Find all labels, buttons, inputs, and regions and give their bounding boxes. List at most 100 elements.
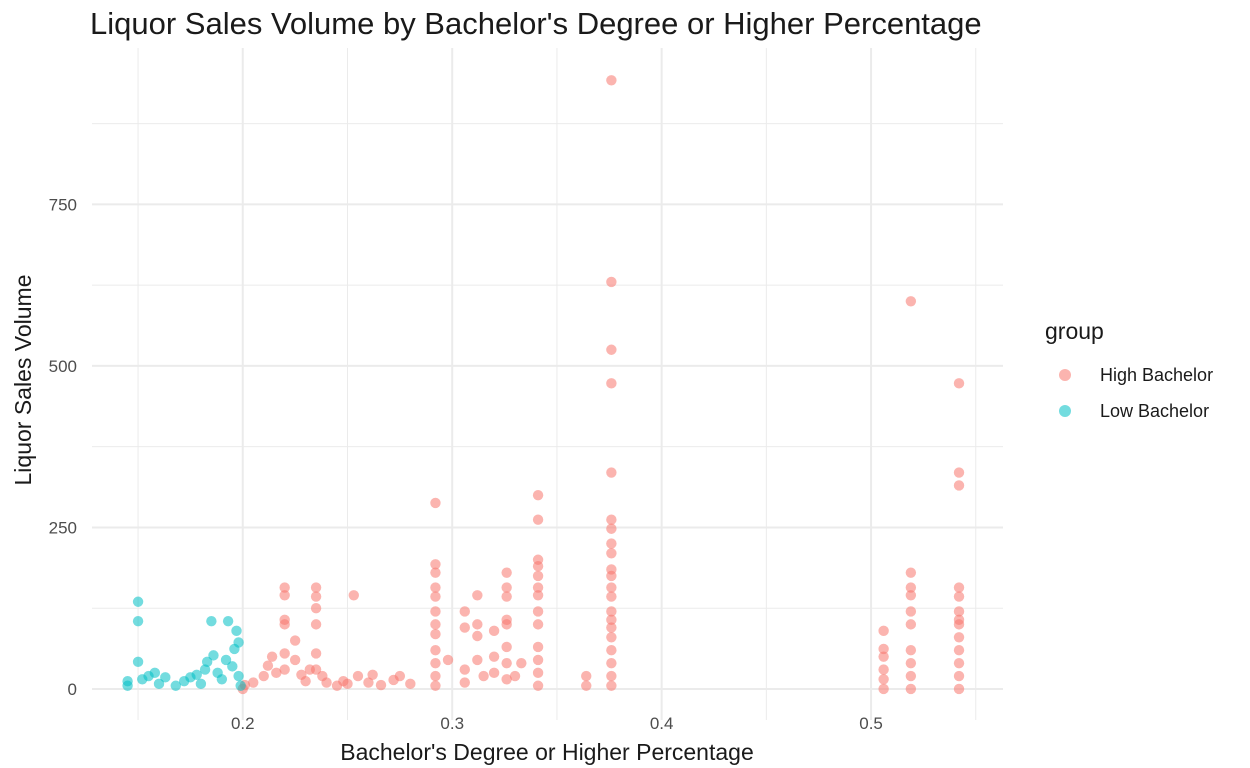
data-point — [606, 622, 617, 633]
x-tick-label: 0.3 — [440, 714, 464, 733]
y-tick-label: 750 — [49, 195, 77, 214]
data-point — [472, 590, 483, 601]
data-point — [532, 680, 544, 691]
data-point — [501, 657, 512, 669]
data-point — [953, 632, 965, 643]
data-point — [405, 678, 416, 690]
data-point — [262, 660, 274, 671]
data-point — [532, 606, 544, 617]
data-point — [905, 670, 917, 682]
data-point — [216, 674, 228, 685]
data-point — [606, 538, 617, 549]
data-point — [459, 622, 470, 633]
data-point — [310, 603, 322, 614]
data-point — [606, 606, 617, 617]
y-axis-title: Liquor Sales Volume — [10, 275, 36, 486]
data-point — [953, 591, 965, 602]
data-point — [160, 672, 171, 683]
data-point — [472, 619, 483, 630]
data-point — [266, 651, 278, 662]
data-point — [394, 670, 406, 682]
data-point — [430, 645, 441, 656]
data-point — [878, 683, 889, 695]
y-axis-ticks: 0 250 500 750 — [49, 195, 77, 699]
data-point — [430, 670, 441, 682]
data-point — [430, 619, 441, 630]
data-point — [279, 614, 290, 626]
data-point — [532, 561, 544, 572]
data-point — [321, 677, 332, 688]
data-point — [248, 677, 259, 688]
data-point — [532, 570, 544, 582]
data-point — [430, 591, 441, 602]
data-point — [905, 645, 917, 656]
data-point — [953, 378, 965, 389]
x-tick-label: 0.2 — [231, 714, 255, 733]
data-point — [289, 654, 301, 666]
data-point — [606, 75, 617, 86]
x-tick-label: 0.4 — [650, 714, 674, 733]
data-point — [430, 680, 441, 691]
data-point — [905, 657, 917, 669]
data-point — [606, 680, 617, 691]
data-points — [122, 75, 965, 695]
x-axis-ticks: 0.2 0.3 0.4 0.5 — [231, 714, 883, 733]
data-point — [430, 559, 441, 570]
data-point — [501, 674, 512, 685]
data-point — [191, 669, 202, 680]
data-point — [348, 590, 359, 601]
data-point — [532, 619, 544, 630]
legend-label: High Bachelor — [1100, 364, 1214, 385]
grid-lines — [92, 48, 1003, 720]
legend-items: High Bachelor Low Bachelor — [1045, 357, 1213, 429]
data-point — [501, 582, 512, 593]
data-point — [532, 514, 544, 525]
data-point — [606, 670, 617, 682]
x-axis-title: Bachelor's Degree or Higher Percentage — [340, 739, 754, 765]
data-point — [606, 467, 617, 478]
data-point — [233, 670, 244, 682]
data-point — [430, 567, 441, 578]
data-point — [606, 582, 617, 593]
data-point — [472, 630, 483, 642]
data-point — [430, 657, 441, 669]
data-point — [222, 615, 234, 627]
data-point — [459, 677, 470, 688]
data-point — [878, 674, 889, 685]
data-point — [905, 683, 917, 695]
data-point — [953, 670, 965, 682]
data-point — [367, 669, 378, 680]
data-point — [442, 654, 454, 666]
data-point — [478, 670, 489, 682]
data-point — [953, 582, 965, 593]
data-point — [509, 670, 521, 682]
data-point — [905, 296, 917, 307]
chart-title: Liquor Sales Volume by Bachelor's Degree… — [90, 6, 982, 41]
data-point — [516, 657, 527, 669]
data-point — [153, 678, 165, 690]
data-point — [532, 641, 544, 653]
data-point — [459, 606, 470, 617]
legend-key-dot — [1059, 405, 1071, 417]
data-point — [279, 590, 290, 601]
data-point — [581, 670, 592, 682]
series-low-bachelor — [122, 596, 246, 691]
data-point — [206, 615, 217, 627]
data-point — [375, 679, 387, 691]
data-point — [195, 678, 207, 690]
y-tick-label: 0 — [68, 680, 77, 699]
data-point — [953, 619, 965, 630]
y-tick-label: 250 — [49, 518, 77, 537]
data-point — [430, 628, 441, 640]
data-point — [532, 590, 544, 601]
data-point — [953, 657, 965, 669]
data-point — [279, 582, 290, 593]
data-point — [606, 378, 617, 389]
y-tick-label: 500 — [49, 357, 77, 376]
data-point — [300, 676, 311, 687]
data-point — [132, 596, 144, 607]
data-point — [310, 664, 322, 675]
data-point — [132, 656, 144, 668]
legend-item: Low Bachelor — [1045, 393, 1213, 429]
data-point — [472, 654, 483, 666]
